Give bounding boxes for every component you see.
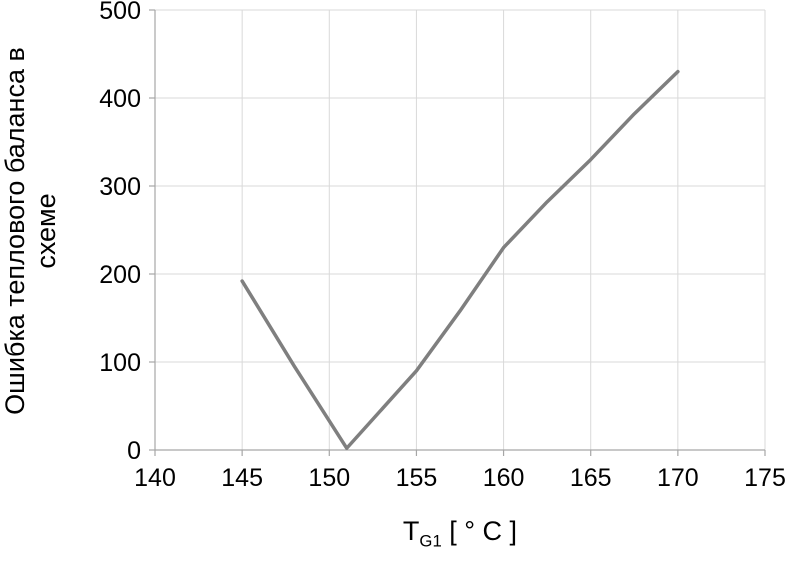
y-axis-title: Ошибка теплового баланса в схеме [0,0,64,469]
x-tick-label: 175 [744,464,786,492]
x-tick-label: 160 [483,464,525,492]
x-axis-title: TG1 [ ° C ] [155,516,765,551]
x-tick-label: 150 [308,464,350,492]
x-tick-label: 145 [221,464,263,492]
x-tick-label: 170 [657,464,699,492]
y-tick-label: 500 [99,0,141,25]
x-tick-label: 140 [134,464,176,492]
series-line [240,69,680,450]
x-axis-title-subscript: G1 [419,531,442,551]
y-tick-label: 0 [127,437,141,465]
y-axis-title-line1: Ошибка теплового баланса в [0,47,30,415]
y-tick-label: 200 [99,261,141,289]
x-tick-label: 165 [570,464,612,492]
x-axis-title-unit: [ ° C ] [441,516,518,546]
x-tick-label: 155 [396,464,438,492]
y-axis-title-line2: схеме [31,193,62,269]
x-axis-title-symbol: T [402,516,420,546]
y-tick-label: 300 [99,173,141,201]
y-tick-label: 100 [99,349,141,377]
y-tick-label: 400 [99,85,141,113]
